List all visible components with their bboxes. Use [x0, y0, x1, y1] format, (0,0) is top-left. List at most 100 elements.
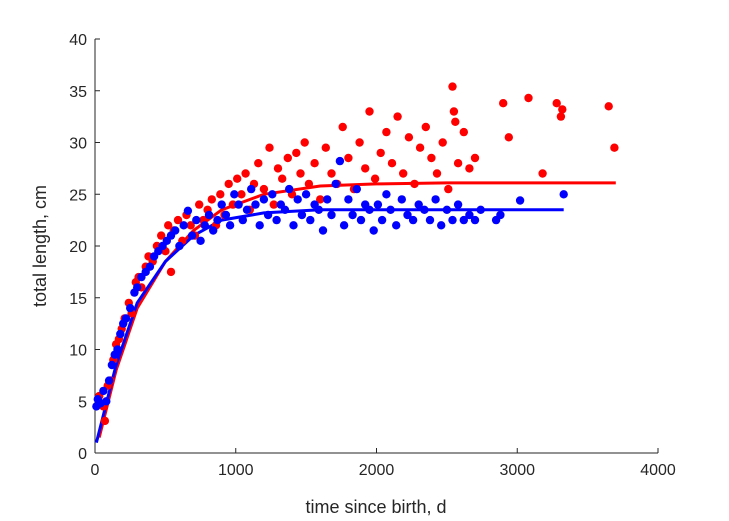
x-tick-label: 3000 — [499, 462, 535, 479]
data-point-series-2 — [369, 226, 378, 235]
data-point-series-2 — [225, 221, 235, 230]
data-point-series-2 — [113, 345, 122, 354]
data-point-series-2 — [183, 206, 193, 215]
data-point-series-2 — [104, 376, 114, 385]
data-point-series-1 — [100, 416, 110, 426]
data-point-series-2 — [437, 221, 446, 230]
data-point-series-2 — [327, 210, 336, 220]
data-point-series-1 — [254, 159, 263, 168]
data-point-series-2 — [213, 215, 222, 225]
data-point-series-2 — [431, 195, 440, 204]
data-point-series-1 — [604, 102, 613, 111]
x-tick-label: 4000 — [640, 462, 676, 479]
data-point-series-1 — [304, 179, 314, 189]
data-point-series-2 — [179, 221, 188, 230]
data-point-series-1 — [610, 143, 619, 152]
data-point-series-1 — [524, 93, 533, 103]
data-point-series-2 — [280, 205, 290, 214]
data-point-series-1 — [292, 148, 301, 158]
data-point-series-2 — [442, 205, 452, 214]
x-tick-label: 2000 — [359, 462, 395, 479]
data-point-series-2 — [365, 205, 374, 214]
y-tick-label: 0 — [78, 446, 87, 463]
data-point-series-1 — [300, 138, 309, 147]
data-point-series-1 — [216, 190, 225, 199]
data-point-series-2 — [306, 215, 315, 225]
data-point-series-2 — [99, 386, 108, 396]
y-tick-label: 35 — [69, 84, 87, 101]
data-point-series-2 — [107, 360, 117, 370]
data-point-series-1 — [556, 112, 566, 121]
data-point-series-2 — [344, 195, 353, 204]
data-point-series-2 — [476, 205, 485, 214]
data-point-series-2 — [209, 226, 218, 235]
data-point-series-2 — [377, 215, 387, 225]
data-point-series-1 — [166, 267, 176, 277]
data-point-series-2 — [515, 196, 525, 205]
data-point-series-2 — [465, 210, 474, 220]
data-point-series-2 — [242, 205, 252, 214]
data-point-series-2 — [263, 210, 273, 220]
data-point-series-2 — [420, 205, 429, 214]
data-point-series-1 — [448, 82, 457, 91]
data-point-series-2 — [221, 210, 231, 220]
data-point-series-1 — [327, 169, 336, 178]
y-tick-label: 15 — [69, 291, 87, 308]
data-point-series-1 — [393, 112, 402, 121]
data-point-series-2 — [356, 215, 366, 225]
data-point-series-1 — [283, 153, 292, 163]
fit-line-series-1 — [97, 181, 616, 438]
data-point-series-1 — [427, 153, 436, 163]
data-point-series-1 — [224, 179, 233, 189]
data-point-series-1 — [157, 231, 166, 240]
data-point-series-2 — [126, 303, 135, 313]
data-point-series-1 — [421, 122, 430, 132]
data-point-series-1 — [449, 107, 459, 116]
y-tick-label: 25 — [69, 187, 87, 204]
data-point-series-2 — [102, 397, 111, 406]
data-point-series-1 — [344, 153, 353, 163]
data-point-series-1 — [451, 117, 460, 127]
data-point-series-2 — [285, 184, 294, 194]
data-point-series-2 — [251, 200, 260, 209]
data-point-series-1 — [321, 143, 330, 152]
data-point-series-2 — [171, 226, 180, 235]
data-point-series-2 — [293, 195, 302, 204]
data-point-series-1 — [164, 221, 173, 230]
data-point-series-2 — [408, 215, 418, 225]
data-point-series-2 — [145, 262, 155, 271]
data-point-series-1 — [361, 164, 370, 173]
data-point-series-1 — [465, 164, 474, 173]
data-point-series-2 — [204, 210, 214, 220]
data-point-series-1 — [355, 138, 364, 147]
data-point-series-2 — [234, 200, 243, 209]
data-point-series-2 — [297, 210, 307, 220]
x-tick-label: 0 — [91, 462, 100, 479]
data-point-series-2 — [200, 221, 209, 230]
data-point-series-2 — [559, 190, 568, 199]
data-point-series-2 — [459, 215, 468, 225]
data-point-series-2 — [496, 210, 505, 220]
data-point-series-1 — [470, 153, 480, 163]
y-tick-label: 30 — [69, 136, 87, 153]
data-point-series-1 — [207, 195, 216, 204]
data-point-series-1 — [453, 159, 463, 168]
data-point-series-1 — [278, 174, 287, 183]
data-point-series-1 — [558, 105, 567, 114]
data-point-series-1 — [499, 99, 508, 108]
data-point-series-1 — [273, 164, 283, 173]
axes: 0 1000 2000 3000 4000 0 5 10 15 20 25 30 35 40 — [69, 32, 676, 479]
data-point-series-2 — [217, 200, 226, 209]
data-point-series-1 — [241, 169, 250, 178]
data-point-series-1 — [552, 99, 561, 108]
data-point-series-1 — [338, 122, 347, 132]
x-tick-label: 1000 — [218, 462, 254, 479]
data-point-series-1 — [410, 179, 419, 189]
data-point-series-1 — [233, 174, 242, 183]
data-point-series-2 — [272, 215, 281, 225]
data-point-series-1 — [310, 159, 319, 168]
data-point-series-1 — [444, 184, 453, 194]
data-point-series-2 — [382, 190, 391, 199]
data-point-series-2 — [348, 210, 357, 220]
